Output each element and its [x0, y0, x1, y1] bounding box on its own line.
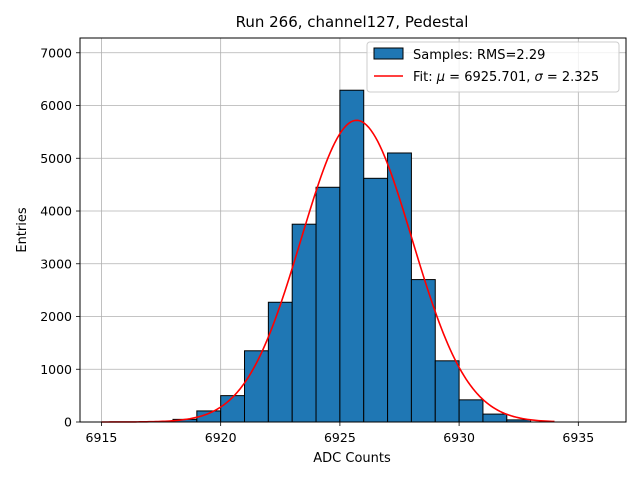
histogram-bar — [220, 395, 246, 423]
y-tick-label: 0 — [64, 415, 72, 430]
plot-frame — [79, 37, 627, 423]
y-tick-label: 7000 — [40, 45, 72, 60]
y-tick-label: 6000 — [40, 98, 72, 113]
y-tick-label: 4000 — [40, 204, 72, 219]
histogram-bar — [482, 413, 508, 423]
fit-mu-value: = 6925.701, — [445, 70, 534, 85]
histogram-bar — [291, 223, 317, 423]
legend-label-samples: Samples: RMS=2.29 — [413, 48, 545, 63]
legend-swatch-samples — [373, 47, 404, 60]
x-tick-label: 6920 — [205, 430, 237, 445]
x-tick-label: 6925 — [324, 430, 356, 445]
y-tick-label: 1000 — [40, 362, 72, 377]
x-tick-label: 6935 — [562, 430, 594, 445]
fit-mu-symbol: μ — [436, 70, 445, 85]
legend: Samples: RMS=2.29 Fit: μ = 6925.701, σ =… — [366, 41, 620, 93]
histogram-bar — [315, 186, 341, 423]
histogram-bar — [339, 89, 365, 423]
x-axis-ticks: 6915 6920 6925 6930 6935 — [86, 422, 594, 445]
fit-sigma-value: = 2.325 — [543, 70, 599, 85]
y-tick-label: 5000 — [40, 151, 72, 166]
y-axis-ticks: 0 1000 2000 3000 4000 5000 6000 7000 — [40, 45, 80, 430]
histogram-bars — [172, 89, 532, 423]
y-axis-label: Entries — [15, 207, 30, 253]
legend-box — [366, 41, 620, 93]
y-tick-label: 3000 — [40, 256, 72, 271]
legend-label-fit: Fit: μ = 6925.701, σ = 2.325 — [413, 70, 599, 85]
fit-curve — [101, 119, 555, 423]
histogram-bar — [363, 177, 389, 423]
histogram-bar — [267, 301, 293, 423]
x-axis-label: ADC Counts — [313, 451, 391, 466]
fit-label-prefix: Fit: — [413, 70, 437, 85]
x-tick-label: 6915 — [86, 430, 118, 445]
histogram-bar — [434, 360, 460, 423]
y-tick-label: 2000 — [40, 309, 72, 324]
x-tick-label: 6930 — [443, 430, 475, 445]
chart-title: Run 266, channel127, Pedestal — [236, 13, 469, 31]
histogram-bar — [458, 399, 484, 423]
histogram-bar — [387, 152, 412, 423]
fit-sigma-symbol: σ — [535, 70, 544, 85]
